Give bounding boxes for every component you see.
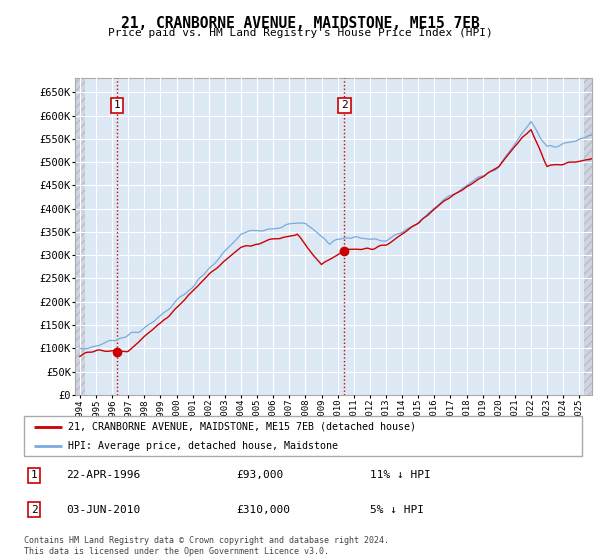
Text: HPI: Average price, detached house, Maidstone: HPI: Average price, detached house, Maid… xyxy=(68,441,338,450)
Text: 5% ↓ HPI: 5% ↓ HPI xyxy=(370,505,424,515)
Text: 2: 2 xyxy=(341,100,348,110)
Text: £310,000: £310,000 xyxy=(236,505,290,515)
Text: 22-APR-1996: 22-APR-1996 xyxy=(66,470,140,480)
Text: £93,000: £93,000 xyxy=(236,470,283,480)
Text: 11% ↓ HPI: 11% ↓ HPI xyxy=(370,470,431,480)
Text: Price paid vs. HM Land Registry's House Price Index (HPI): Price paid vs. HM Land Registry's House … xyxy=(107,28,493,38)
Text: 21, CRANBORNE AVENUE, MAIDSTONE, ME15 7EB: 21, CRANBORNE AVENUE, MAIDSTONE, ME15 7E… xyxy=(121,16,479,31)
Text: 03-JUN-2010: 03-JUN-2010 xyxy=(66,505,140,515)
Text: 21, CRANBORNE AVENUE, MAIDSTONE, ME15 7EB (detached house): 21, CRANBORNE AVENUE, MAIDSTONE, ME15 7E… xyxy=(68,422,416,432)
Text: 1: 1 xyxy=(113,100,121,110)
Text: 1: 1 xyxy=(31,470,37,480)
FancyBboxPatch shape xyxy=(24,416,582,456)
Text: Contains HM Land Registry data © Crown copyright and database right 2024.
This d: Contains HM Land Registry data © Crown c… xyxy=(24,536,389,556)
Text: 2: 2 xyxy=(31,505,37,515)
